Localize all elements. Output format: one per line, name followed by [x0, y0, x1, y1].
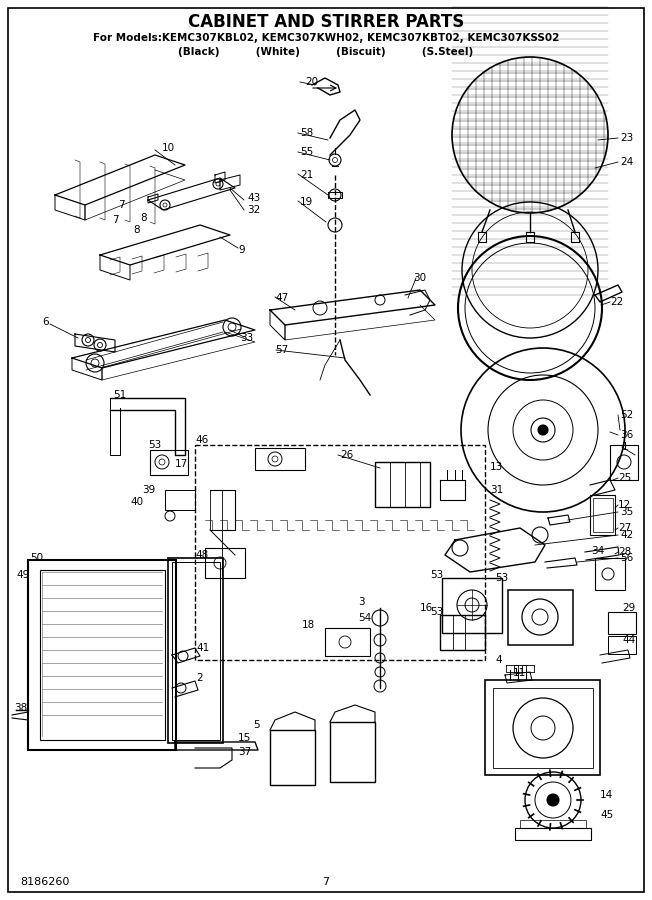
Bar [325, 628, 370, 656]
Text: 36: 36 [620, 430, 633, 440]
Text: 9: 9 [238, 245, 244, 255]
Bar [608, 636, 636, 654]
Bar [515, 828, 591, 840]
Bar [172, 562, 220, 740]
Text: 3: 3 [358, 597, 364, 607]
Text: 41: 41 [196, 643, 209, 653]
Text: 25: 25 [618, 473, 631, 483]
Text: 5: 5 [253, 720, 259, 730]
Text: 37: 37 [238, 747, 251, 757]
Text: CABINET AND STIRRER PARTS: CABINET AND STIRRER PARTS [188, 13, 464, 31]
Text: 44: 44 [622, 635, 635, 645]
Text: 10: 10 [162, 143, 175, 153]
Text: 21: 21 [300, 170, 313, 180]
Text: 6: 6 [42, 317, 49, 327]
Text: 32: 32 [247, 205, 260, 215]
Text: 14: 14 [600, 790, 614, 800]
Text: 7: 7 [112, 215, 119, 225]
Text: 17: 17 [175, 459, 188, 469]
Text: 30: 30 [413, 273, 426, 283]
Bar [375, 462, 430, 507]
Text: 38: 38 [14, 703, 27, 713]
Text: 34: 34 [591, 546, 604, 556]
Bar [195, 445, 485, 660]
Text: 46: 46 [195, 435, 208, 445]
Text: 13: 13 [490, 462, 503, 472]
Text: 11: 11 [513, 668, 526, 678]
Text: 15: 15 [238, 733, 251, 743]
Bar [330, 722, 375, 782]
Text: 20: 20 [305, 77, 318, 87]
Circle shape [538, 425, 548, 435]
Text: 28: 28 [618, 547, 631, 557]
Text: 24: 24 [620, 157, 633, 167]
Text: 2: 2 [196, 673, 203, 683]
Text: 33: 33 [240, 333, 253, 343]
Text: 7: 7 [118, 200, 125, 210]
Text: 31: 31 [490, 485, 503, 495]
Bar [40, 570, 165, 740]
Text: 51: 51 [113, 390, 126, 400]
Circle shape [547, 794, 559, 806]
Bar [610, 445, 638, 480]
Text: 8: 8 [140, 213, 147, 223]
Text: 53: 53 [148, 440, 161, 450]
Bar [508, 590, 573, 645]
Text: 1: 1 [622, 442, 629, 452]
Text: 12: 12 [618, 500, 631, 510]
Bar [28, 560, 176, 750]
Text: 53: 53 [495, 573, 509, 583]
Text: 22: 22 [610, 297, 623, 307]
Text: 8186260: 8186260 [20, 877, 69, 887]
Text: 47: 47 [275, 293, 288, 303]
Text: 56: 56 [620, 553, 633, 563]
Text: 8: 8 [133, 225, 140, 235]
Text: 50: 50 [30, 553, 43, 563]
Text: 23: 23 [620, 133, 633, 143]
Text: 16: 16 [420, 603, 433, 613]
Text: 58: 58 [300, 128, 313, 138]
Bar [493, 688, 593, 768]
Bar [255, 448, 305, 470]
Text: 53: 53 [430, 570, 443, 580]
Bar [442, 578, 502, 633]
Bar [593, 498, 613, 532]
Text: 48: 48 [195, 550, 208, 560]
Bar [595, 558, 625, 590]
Bar [608, 612, 636, 634]
Bar [168, 558, 223, 743]
Text: 42: 42 [620, 530, 633, 540]
Text: 39: 39 [142, 485, 155, 495]
Text: 29: 29 [622, 603, 635, 613]
Text: 40: 40 [130, 497, 143, 507]
Bar [150, 450, 188, 475]
Text: 57: 57 [275, 345, 288, 355]
Bar [590, 495, 615, 535]
Text: 43: 43 [247, 193, 260, 203]
Text: 35: 35 [620, 507, 633, 517]
Text: 52: 52 [620, 410, 633, 420]
Text: 7: 7 [323, 877, 329, 887]
Text: 19: 19 [300, 197, 313, 207]
Text: 4: 4 [495, 655, 501, 665]
Bar [440, 615, 485, 650]
Text: 54: 54 [358, 613, 371, 623]
Bar [520, 820, 586, 828]
Bar [485, 680, 600, 775]
Text: (Black)          (White)          (Biscuit)          (S.Steel): (Black) (White) (Biscuit) (S.Steel) [179, 47, 473, 57]
Text: For Models:KEMC307KBL02, KEMC307KWH02, KEMC307KBT02, KEMC307KSS02: For Models:KEMC307KBL02, KEMC307KWH02, K… [93, 33, 559, 43]
Bar [165, 490, 195, 510]
Text: 53: 53 [430, 607, 443, 617]
Text: 26: 26 [340, 450, 353, 460]
Bar [205, 548, 245, 578]
Text: 27: 27 [618, 523, 631, 533]
Text: 55: 55 [300, 147, 313, 157]
Text: 45: 45 [600, 810, 614, 820]
Text: 49: 49 [16, 570, 29, 580]
Bar [270, 730, 315, 785]
Text: 18: 18 [302, 620, 316, 630]
